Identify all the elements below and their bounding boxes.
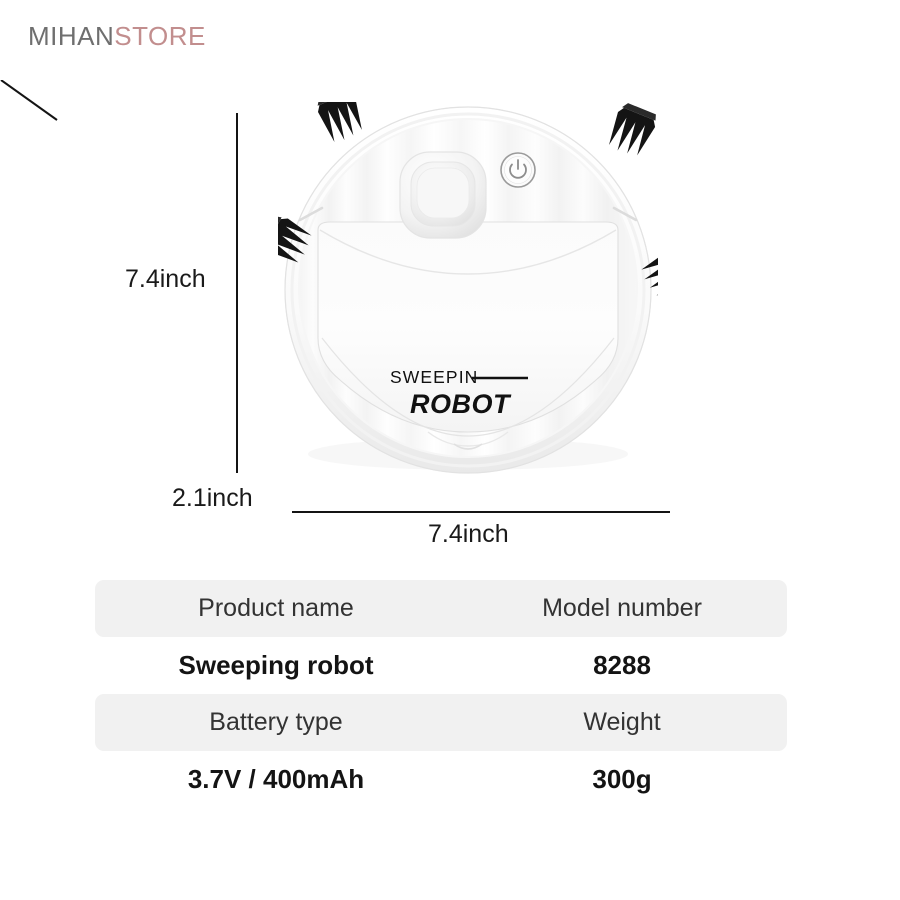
table-header-cell: Model number — [542, 594, 702, 622]
robot-brand-line2: ROBOT — [410, 389, 512, 419]
robot-vacuum-image: SWEEPIN ROBOT — [278, 102, 658, 484]
product-illustration: 7.4inch 2.1inch 7.4inch — [0, 80, 900, 560]
dimension-label-depth: 2.1inch — [172, 484, 253, 512]
side-brush-icon — [641, 252, 658, 296]
table-row: 3.7V / 400mAh 300g — [95, 751, 787, 808]
table-value-cell: 300g — [592, 764, 652, 794]
brand-logo: MIHANSTORE — [28, 23, 206, 49]
specification-table: Product name Model number Sweeping robot… — [95, 580, 787, 808]
table-row: Battery type Weight — [95, 694, 787, 751]
table-header-cell: Battery type — [209, 708, 343, 736]
dimension-label-width: 7.4inch — [428, 520, 509, 548]
dimension-label-height: 7.4inch — [125, 265, 206, 293]
table-header-cell: Weight — [583, 708, 661, 736]
brand-logo-part1: MIHAN — [28, 21, 115, 51]
sensor-dome-icon — [399, 151, 487, 239]
table-value-cell: 3.7V / 400mAh — [187, 764, 365, 794]
table-header-cell: Product name — [198, 594, 354, 622]
power-button-icon — [500, 152, 536, 188]
robot-brand-line1: SWEEPIN — [390, 367, 478, 387]
dimension-bottom-line — [292, 511, 670, 513]
brand-logo-part2: STORE — [114, 21, 206, 51]
table-row: Sweeping robot 8288 — [95, 637, 787, 694]
side-brush-icon — [317, 102, 362, 143]
table-row: Product name Model number — [95, 580, 787, 637]
side-brush-icon — [608, 103, 656, 156]
dimension-vertical-line — [236, 113, 238, 473]
dimension-diagonal-line — [0, 80, 58, 121]
table-value-cell: 8288 — [593, 650, 651, 680]
table-value-cell: Sweeping robot — [178, 650, 374, 680]
side-brush-icon — [278, 216, 312, 263]
